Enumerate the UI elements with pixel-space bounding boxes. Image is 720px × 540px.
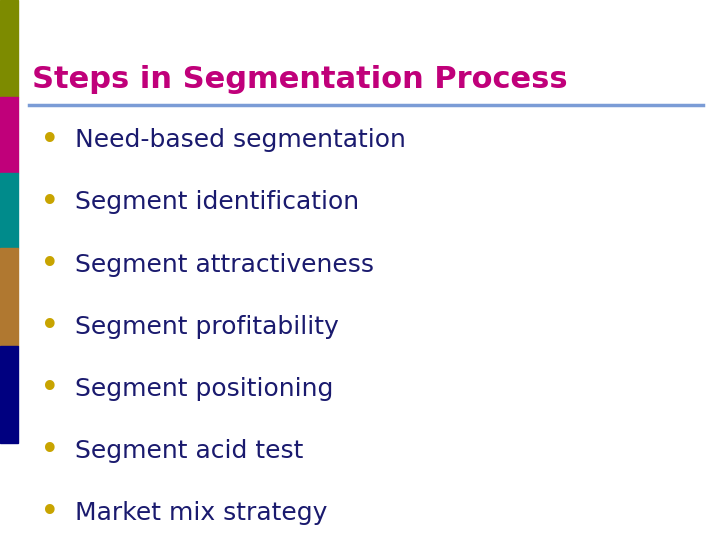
Text: Segment acid test: Segment acid test (76, 439, 304, 463)
Text: Segment profitability: Segment profitability (76, 315, 339, 339)
Text: Segment attractiveness: Segment attractiveness (76, 253, 374, 276)
Text: •: • (40, 434, 60, 468)
Text: Need-based segmentation: Need-based segmentation (76, 129, 406, 152)
Text: •: • (40, 124, 60, 157)
Text: •: • (40, 496, 60, 530)
Text: Segment positioning: Segment positioning (76, 377, 333, 401)
Text: Steps in Segmentation Process: Steps in Segmentation Process (32, 65, 568, 94)
Text: Segment identification: Segment identification (76, 191, 359, 214)
Text: •: • (40, 248, 60, 281)
Text: •: • (40, 186, 60, 219)
Text: •: • (40, 372, 60, 406)
Text: Market mix strategy: Market mix strategy (76, 501, 328, 525)
Text: •: • (40, 310, 60, 343)
